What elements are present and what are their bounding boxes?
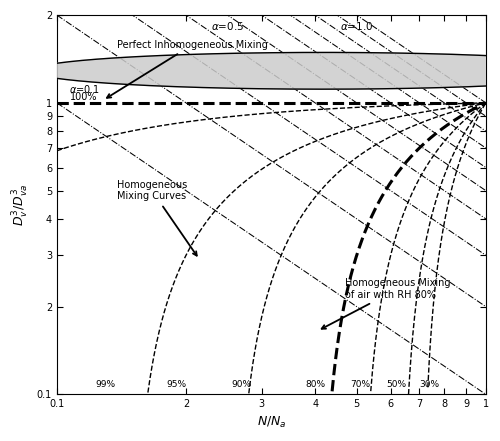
Text: Perfect Inhomogeneous Mixing: Perfect Inhomogeneous Mixing [107, 40, 268, 98]
Text: Homogeneous
Mixing Curves: Homogeneous Mixing Curves [117, 180, 197, 256]
Text: 70%: 70% [350, 381, 370, 389]
Text: 95%: 95% [166, 381, 186, 389]
Text: 90%: 90% [232, 381, 252, 389]
Text: $\alpha$=0.1: $\alpha$=0.1 [70, 83, 100, 96]
Text: $\alpha$=0.5: $\alpha$=0.5 [211, 19, 244, 32]
X-axis label: $N/N_a$: $N/N_a$ [256, 415, 286, 430]
Y-axis label: $D_v^3/D_{va}^3$: $D_v^3/D_{va}^3$ [11, 183, 31, 226]
Text: 100%: 100% [70, 92, 97, 102]
Text: 80%: 80% [305, 381, 325, 389]
Text: 30%: 30% [420, 381, 440, 389]
Text: 50%: 50% [386, 381, 407, 389]
Text: $\alpha$=1.0: $\alpha$=1.0 [340, 19, 374, 32]
Text: Homogeneous Mixing
of air with RH 80%: Homogeneous Mixing of air with RH 80% [322, 278, 450, 329]
Text: 99%: 99% [96, 381, 116, 389]
Polygon shape [31, 52, 500, 89]
